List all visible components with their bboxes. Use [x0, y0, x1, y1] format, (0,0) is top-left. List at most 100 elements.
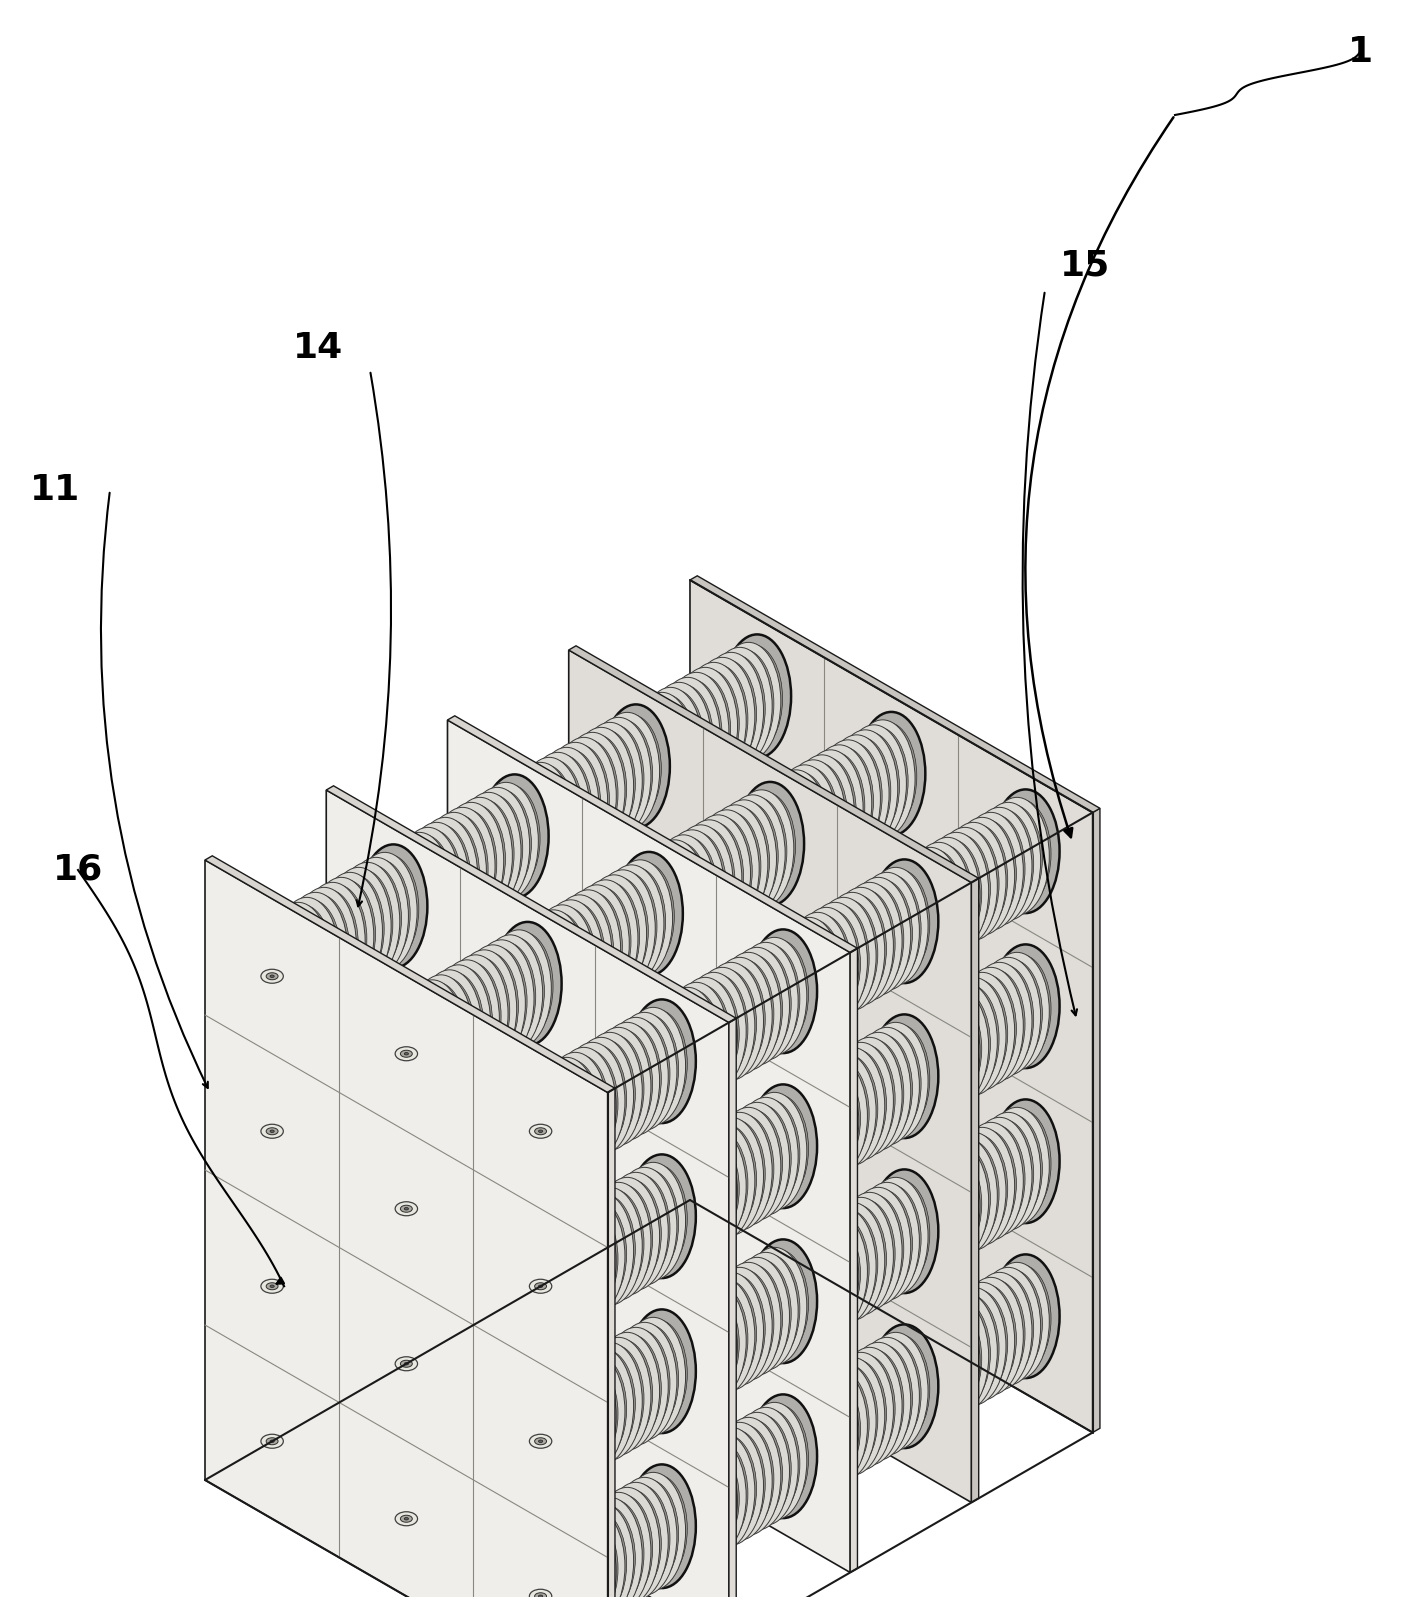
- Ellipse shape: [335, 862, 399, 981]
- Ellipse shape: [907, 842, 971, 960]
- Ellipse shape: [359, 845, 428, 968]
- Ellipse shape: [548, 1204, 612, 1322]
- Ellipse shape: [794, 907, 858, 1025]
- Ellipse shape: [771, 1139, 794, 1153]
- Ellipse shape: [359, 1000, 428, 1123]
- Ellipse shape: [811, 1052, 876, 1171]
- Ellipse shape: [898, 1313, 963, 1431]
- Ellipse shape: [435, 1425, 499, 1543]
- Ellipse shape: [710, 1116, 770, 1225]
- Ellipse shape: [620, 1008, 686, 1126]
- Ellipse shape: [824, 1044, 888, 1163]
- Ellipse shape: [677, 1286, 742, 1402]
- Ellipse shape: [810, 1059, 870, 1167]
- Ellipse shape: [539, 1286, 543, 1287]
- Ellipse shape: [481, 929, 549, 1052]
- Ellipse shape: [637, 842, 703, 960]
- Ellipse shape: [481, 1084, 549, 1207]
- Ellipse shape: [633, 845, 699, 963]
- Ellipse shape: [647, 1147, 712, 1265]
- Ellipse shape: [850, 875, 915, 993]
- Ellipse shape: [485, 1402, 545, 1511]
- Ellipse shape: [746, 845, 769, 858]
- Ellipse shape: [647, 1222, 650, 1225]
- Ellipse shape: [690, 968, 754, 1084]
- Ellipse shape: [983, 805, 1042, 913]
- Ellipse shape: [545, 1212, 605, 1321]
- Ellipse shape: [749, 939, 809, 1048]
- Ellipse shape: [530, 1215, 595, 1332]
- Ellipse shape: [606, 1177, 666, 1286]
- Ellipse shape: [519, 1381, 579, 1490]
- Ellipse shape: [781, 1145, 786, 1148]
- Ellipse shape: [736, 783, 804, 905]
- Ellipse shape: [257, 1062, 322, 1180]
- Ellipse shape: [686, 814, 750, 933]
- Ellipse shape: [797, 1222, 856, 1330]
- Ellipse shape: [846, 1343, 911, 1460]
- Ellipse shape: [657, 837, 717, 945]
- Ellipse shape: [568, 735, 626, 843]
- Ellipse shape: [404, 1517, 408, 1520]
- Ellipse shape: [610, 1019, 670, 1127]
- Ellipse shape: [886, 1080, 897, 1088]
- Ellipse shape: [325, 1030, 384, 1139]
- Ellipse shape: [829, 1198, 894, 1316]
- Ellipse shape: [404, 1052, 408, 1056]
- Ellipse shape: [771, 1294, 794, 1308]
- Ellipse shape: [649, 997, 709, 1105]
- Ellipse shape: [923, 1150, 981, 1258]
- Ellipse shape: [769, 923, 833, 1040]
- Ellipse shape: [714, 960, 774, 1068]
- Ellipse shape: [419, 974, 479, 1083]
- Ellipse shape: [529, 1434, 552, 1448]
- Ellipse shape: [590, 1335, 656, 1453]
- Ellipse shape: [958, 813, 1024, 929]
- Ellipse shape: [597, 1027, 657, 1135]
- Ellipse shape: [948, 979, 1008, 1088]
- Ellipse shape: [414, 818, 478, 936]
- Ellipse shape: [761, 1242, 821, 1351]
- Ellipse shape: [896, 1319, 955, 1428]
- Ellipse shape: [844, 1349, 904, 1458]
- Ellipse shape: [552, 1048, 616, 1166]
- Ellipse shape: [486, 1239, 552, 1357]
- Ellipse shape: [619, 1169, 679, 1278]
- Ellipse shape: [334, 1335, 392, 1444]
- Ellipse shape: [585, 1190, 645, 1298]
- Ellipse shape: [673, 1287, 737, 1405]
- Ellipse shape: [509, 832, 520, 840]
- Ellipse shape: [536, 907, 596, 1016]
- Ellipse shape: [896, 854, 955, 963]
- Ellipse shape: [382, 990, 448, 1108]
- Ellipse shape: [643, 840, 707, 958]
- Ellipse shape: [395, 1137, 461, 1255]
- Ellipse shape: [637, 1217, 660, 1231]
- Ellipse shape: [540, 1370, 600, 1477]
- Ellipse shape: [819, 1054, 878, 1163]
- Ellipse shape: [385, 995, 445, 1104]
- Ellipse shape: [729, 1255, 794, 1373]
- Ellipse shape: [870, 1324, 938, 1448]
- Ellipse shape: [519, 1072, 579, 1180]
- Ellipse shape: [473, 1247, 539, 1365]
- Text: 15: 15: [1060, 248, 1109, 283]
- Ellipse shape: [599, 866, 665, 982]
- Ellipse shape: [391, 1060, 395, 1062]
- Ellipse shape: [342, 1019, 402, 1127]
- Ellipse shape: [636, 1159, 696, 1268]
- Ellipse shape: [656, 1297, 720, 1415]
- Ellipse shape: [512, 1300, 516, 1303]
- Ellipse shape: [712, 1110, 777, 1228]
- Ellipse shape: [746, 1000, 769, 1012]
- Ellipse shape: [716, 1418, 781, 1535]
- Ellipse shape: [881, 858, 945, 976]
- Ellipse shape: [707, 1113, 771, 1230]
- Ellipse shape: [637, 1372, 660, 1386]
- Ellipse shape: [502, 1083, 562, 1190]
- Ellipse shape: [515, 1385, 575, 1493]
- Ellipse shape: [915, 992, 980, 1110]
- Ellipse shape: [515, 765, 575, 874]
- Ellipse shape: [680, 1445, 739, 1552]
- Ellipse shape: [565, 885, 629, 1003]
